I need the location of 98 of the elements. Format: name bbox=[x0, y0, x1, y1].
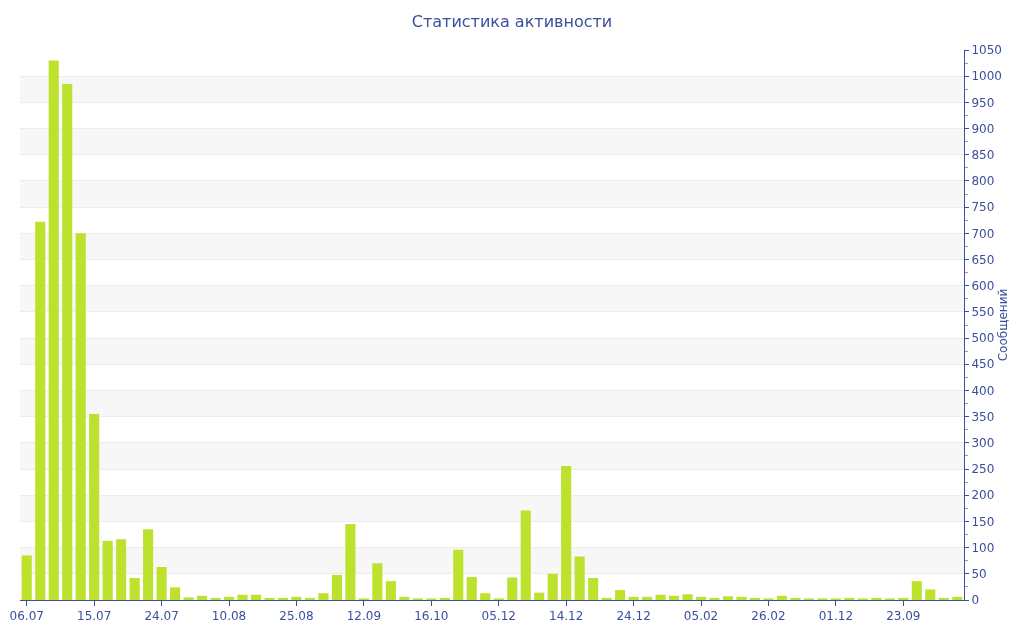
bar bbox=[790, 597, 801, 600]
y-tick-label: 800 bbox=[971, 174, 995, 189]
y-tick-label: 500 bbox=[971, 331, 995, 346]
x-tick-label: 14.12 bbox=[548, 609, 584, 624]
y-tick-label: 50 bbox=[971, 567, 987, 582]
bar bbox=[682, 594, 693, 600]
bar bbox=[291, 596, 302, 600]
bar bbox=[304, 597, 315, 600]
bar bbox=[776, 595, 787, 600]
bar bbox=[331, 574, 342, 600]
bar bbox=[709, 597, 720, 600]
bar bbox=[749, 597, 761, 600]
bar bbox=[561, 465, 572, 600]
y-tick-label: 700 bbox=[971, 226, 995, 241]
bar bbox=[277, 597, 289, 600]
bar bbox=[156, 567, 167, 600]
bar bbox=[237, 594, 248, 600]
bar bbox=[480, 593, 491, 600]
y-tick-label: 0 bbox=[971, 593, 980, 608]
bar bbox=[372, 563, 383, 600]
bar bbox=[695, 596, 707, 600]
bar bbox=[170, 587, 181, 600]
bar bbox=[655, 594, 666, 600]
y-tick-label: 950 bbox=[971, 95, 995, 110]
bar bbox=[925, 589, 936, 600]
bar bbox=[911, 581, 922, 600]
y-tick-label: 250 bbox=[971, 462, 995, 477]
y-tick-label: 1000 bbox=[971, 69, 1002, 84]
bar bbox=[952, 596, 963, 600]
bar bbox=[453, 549, 464, 600]
bar bbox=[223, 596, 235, 600]
x-tick-label: 15.07 bbox=[76, 609, 112, 624]
y-tick-label: 400 bbox=[971, 383, 995, 398]
y-tick-label: 650 bbox=[971, 252, 995, 267]
x-tick-label: 05.02 bbox=[683, 609, 719, 624]
bar bbox=[345, 524, 356, 600]
bar bbox=[439, 597, 450, 600]
bar bbox=[898, 597, 909, 600]
bar bbox=[250, 594, 262, 600]
y-tick-label: 450 bbox=[971, 357, 995, 372]
bar bbox=[588, 578, 599, 600]
bar bbox=[669, 595, 680, 600]
bar bbox=[62, 84, 73, 600]
x-tick-label: 26.02 bbox=[751, 609, 786, 624]
chart-title: Статистика активности bbox=[411, 12, 613, 32]
y-tick-label: 100 bbox=[971, 540, 995, 555]
y-tick-label: 600 bbox=[971, 278, 995, 293]
bar bbox=[183, 597, 194, 600]
bar bbox=[736, 596, 747, 600]
bar bbox=[116, 539, 127, 600]
bar bbox=[844, 597, 855, 600]
x-tick-label: 16.10 bbox=[414, 609, 449, 624]
bar bbox=[143, 529, 154, 600]
x-tick-label: 05.12 bbox=[481, 609, 516, 624]
bar bbox=[615, 590, 626, 600]
bar bbox=[871, 597, 882, 600]
bar bbox=[75, 233, 86, 600]
bar bbox=[628, 596, 639, 600]
x-tick-label: 01.12 bbox=[818, 609, 854, 624]
y-tick-label: 850 bbox=[971, 147, 995, 162]
bar bbox=[21, 555, 32, 600]
bar bbox=[722, 596, 734, 600]
x-tick-label: 12.09 bbox=[346, 609, 382, 624]
bar bbox=[318, 593, 329, 600]
y-tick-label: 900 bbox=[971, 121, 995, 136]
y-tick-label: 150 bbox=[971, 514, 995, 529]
bar bbox=[385, 581, 396, 600]
bar bbox=[197, 595, 208, 600]
x-tick-label: 06.07 bbox=[9, 609, 44, 624]
bar bbox=[520, 510, 531, 600]
y-tick-label: 550 bbox=[971, 305, 995, 320]
bar bbox=[466, 576, 477, 600]
bar bbox=[35, 221, 46, 600]
bar bbox=[264, 597, 275, 600]
x-tick-label: 24.07 bbox=[144, 609, 179, 624]
y-axis-title: Сообщений bbox=[996, 288, 1011, 362]
y-tick-label: 300 bbox=[971, 436, 995, 451]
bar bbox=[642, 596, 653, 600]
bar bbox=[938, 597, 949, 600]
x-tick-label: 23.09 bbox=[886, 609, 921, 624]
y-tick-label: 350 bbox=[971, 409, 995, 424]
x-tick-label: 24.12 bbox=[616, 609, 651, 624]
x-tick-label: 25.08 bbox=[279, 609, 314, 624]
bar bbox=[210, 597, 221, 600]
x-tick-label: 10.08 bbox=[211, 609, 247, 624]
bar bbox=[129, 578, 140, 600]
y-tick-label: 750 bbox=[971, 200, 995, 215]
bar bbox=[89, 414, 100, 600]
bar bbox=[507, 577, 518, 600]
bar bbox=[574, 556, 585, 600]
bar bbox=[601, 597, 612, 600]
y-tick-label: 1050 bbox=[971, 43, 1002, 58]
bar bbox=[547, 573, 558, 600]
bar bbox=[48, 60, 59, 600]
bar bbox=[102, 540, 113, 600]
bar bbox=[534, 592, 545, 600]
bar bbox=[399, 596, 410, 600]
y-tick-label: 200 bbox=[971, 488, 995, 503]
